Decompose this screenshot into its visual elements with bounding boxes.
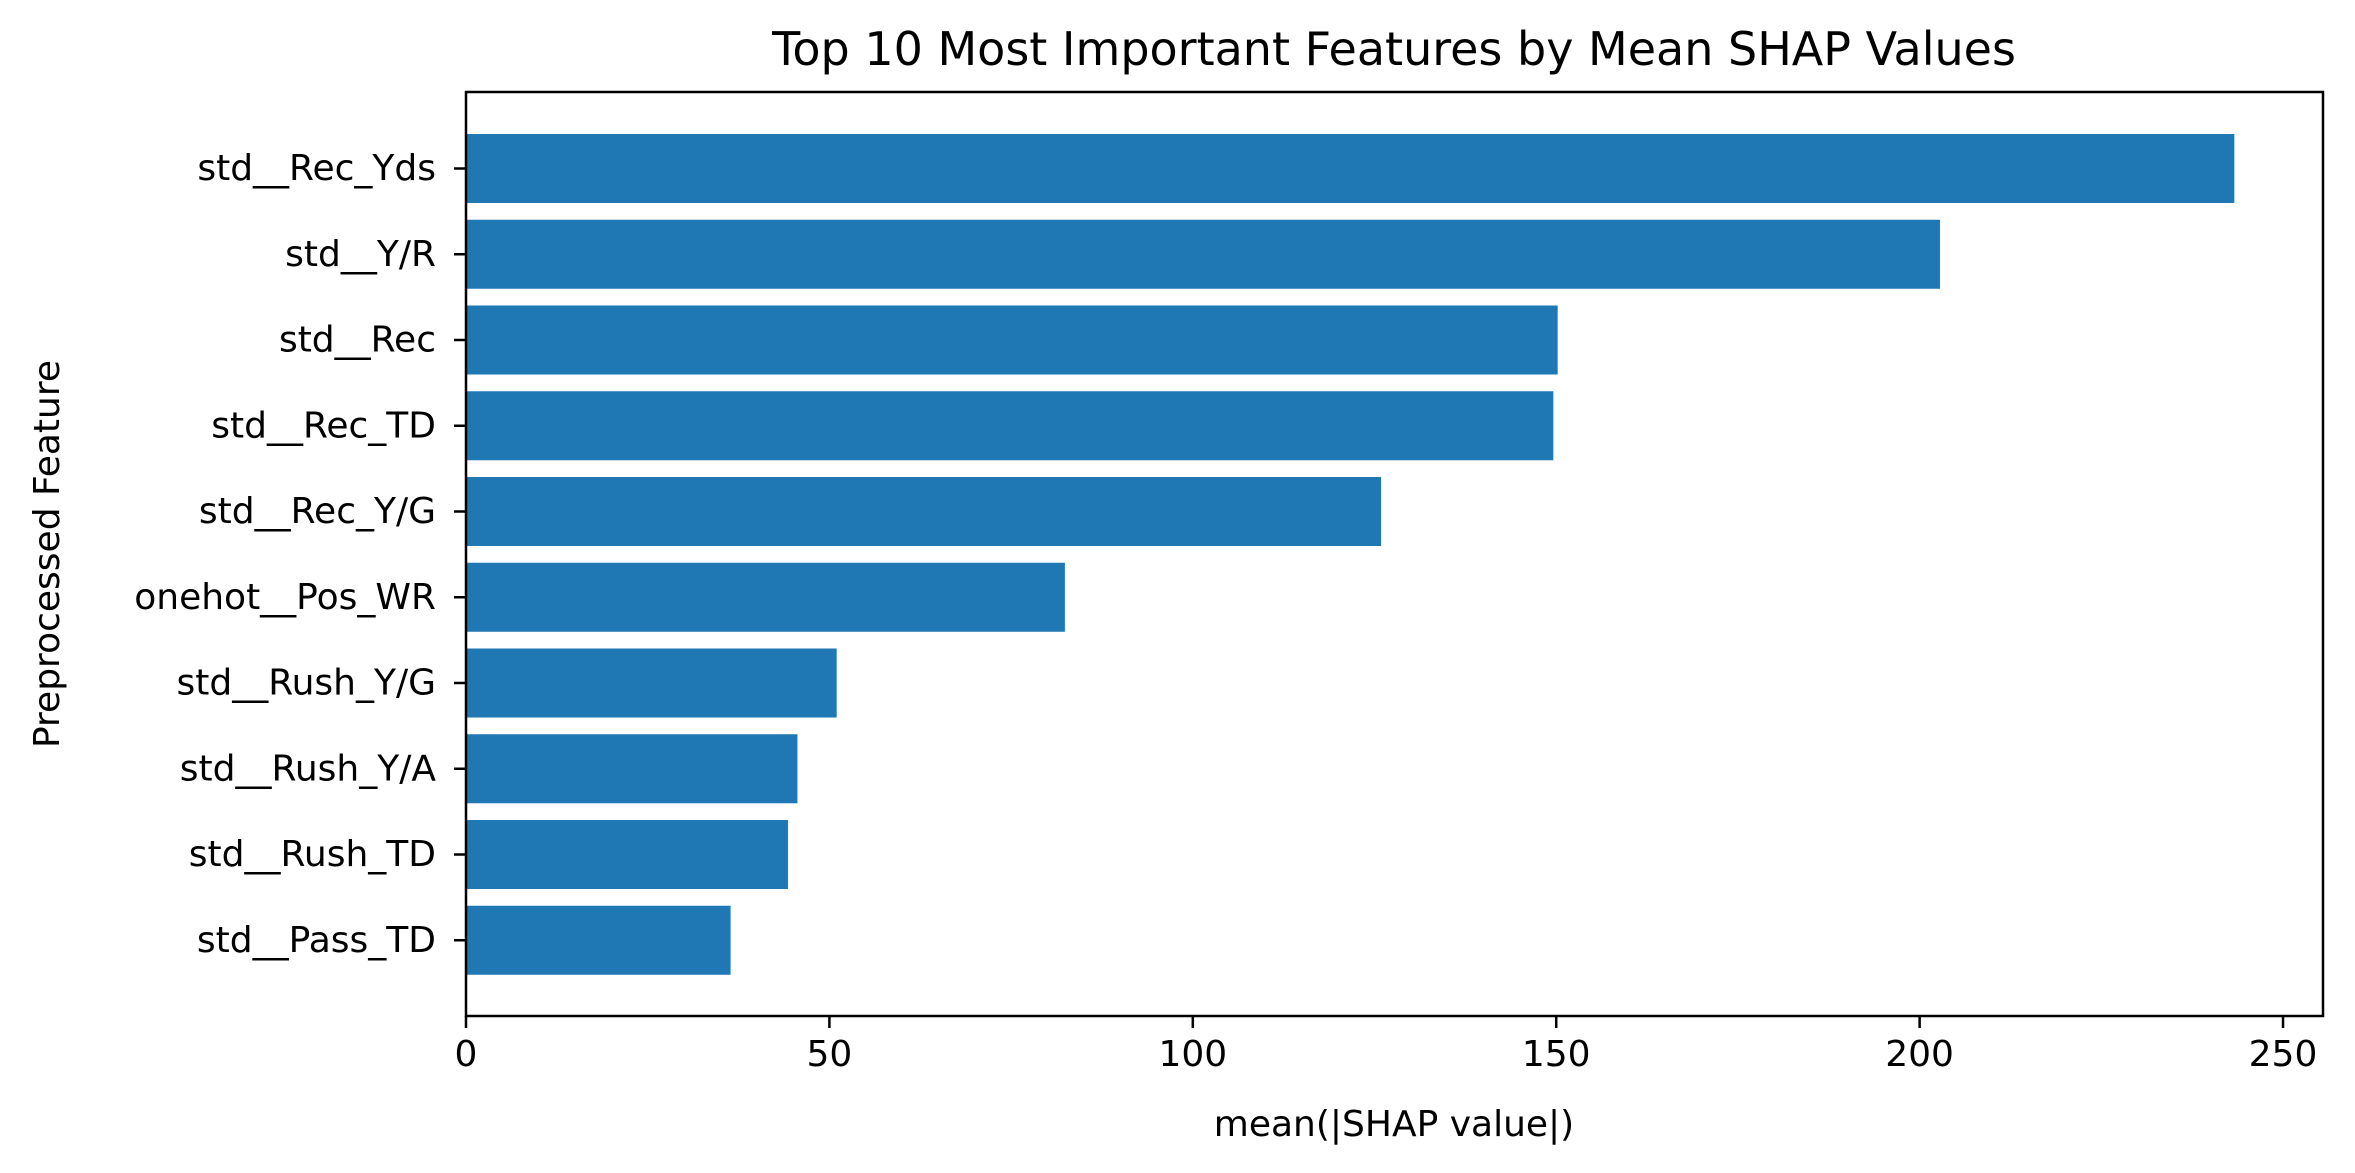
- x-tick-label-1: 50: [806, 1034, 852, 1075]
- x-tick-label-5: 250: [2249, 1034, 2318, 1075]
- bar-2: [466, 305, 1558, 375]
- chart-title: Top 10 Most Important Features by Mean S…: [771, 22, 2016, 76]
- y-tick-label-2: std__Rec: [279, 320, 436, 361]
- x-axis-label: mean(|SHAP value|): [1214, 1104, 1574, 1145]
- x-tick-label-2: 100: [1158, 1034, 1227, 1075]
- y-axis-label: Preprocessed Feature: [27, 360, 68, 748]
- y-tick-label-9: std__Pass_TD: [197, 920, 436, 961]
- x-tick-label-0: 0: [455, 1034, 478, 1075]
- y-tick-label-3: std__Rec_TD: [211, 405, 436, 446]
- y-tick-label-5: onehot__Pos_WR: [134, 577, 436, 618]
- x-tick-label-4: 200: [1885, 1034, 1954, 1075]
- bar-5: [466, 562, 1065, 632]
- y-axis: std__Rec_Yds std__Y/R std__Rec std__Rec_TDs…: [134, 148, 466, 961]
- y-tick-label-1: std__Y/R: [285, 234, 436, 275]
- bar-3: [466, 391, 1554, 461]
- bar-8: [466, 820, 788, 889]
- bar-6: [466, 648, 837, 718]
- x-axis: 0 50 100 150 200 250: [455, 1016, 2318, 1075]
- y-tick-label-7: std__Rush_Y/A: [180, 748, 437, 789]
- bar-4: [466, 477, 1382, 546]
- y-tick-label-6: std__Rush_Y/G: [176, 663, 436, 704]
- plot-area: [466, 134, 2235, 975]
- bar-9: [466, 905, 731, 975]
- y-tick-label-8: std__Rush_TD: [189, 834, 436, 875]
- y-tick-label-0: std__Rec_Yds: [197, 148, 436, 189]
- bar-1: [466, 219, 1940, 289]
- x-tick-label-3: 150: [1522, 1034, 1591, 1075]
- bar-0: [466, 134, 2235, 203]
- bar-7: [466, 734, 798, 804]
- y-tick-label-4: std__Rec_Y/G: [199, 491, 436, 532]
- axes-frame: [464, 90, 2325, 1018]
